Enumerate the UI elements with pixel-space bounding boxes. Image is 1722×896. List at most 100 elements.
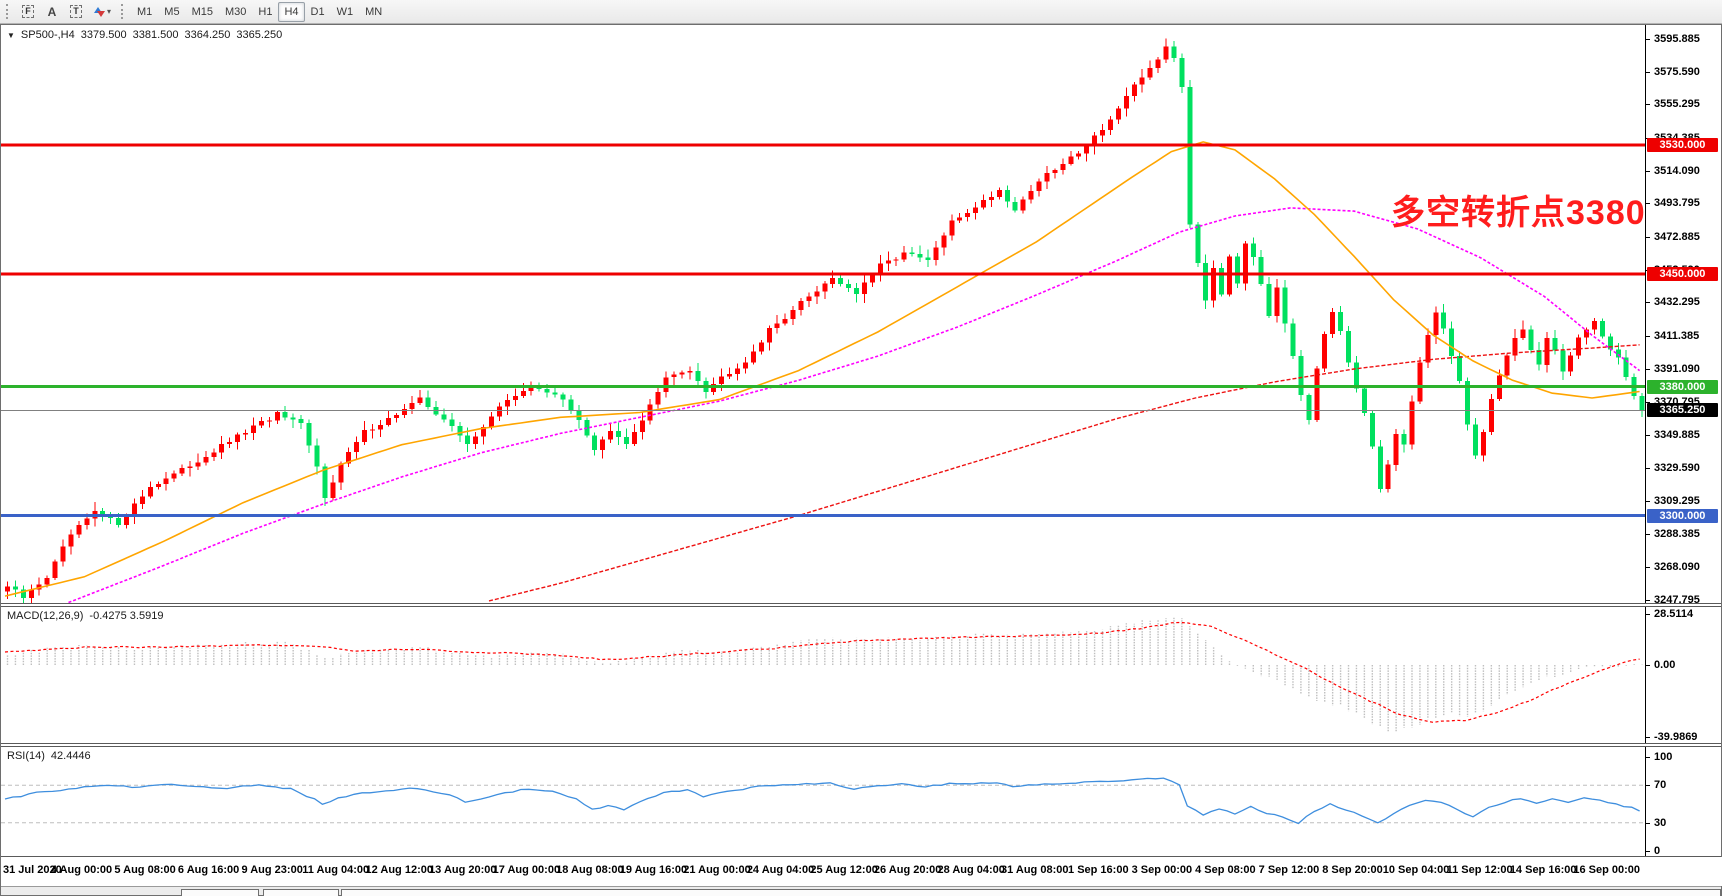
macd-label: MACD(12,26,9): [7, 610, 84, 622]
timeframe-D1-button[interactable]: D1: [305, 2, 331, 22]
chevron-down-icon: ▾: [107, 7, 112, 16]
timeframe-label: M15: [191, 5, 213, 18]
axis-tick-label: 3432.295: [1654, 296, 1700, 308]
arrows-icon: [94, 6, 105, 17]
main-plot-area[interactable]: [1, 25, 1647, 603]
timeframe-M30-button[interactable]: M30: [219, 2, 252, 22]
date-tick-label: 3 Sep 00:00: [1131, 864, 1193, 876]
axis-tick-label: 3247.795: [1654, 594, 1700, 606]
axis-tick-label: 3349.885: [1654, 429, 1700, 441]
date-tick-label: 31 Aug 08:00: [1001, 864, 1069, 876]
arrow-label-tool-button[interactable]: A: [40, 2, 64, 22]
axis-tick-label: 100: [1654, 751, 1673, 763]
timeframe-label: M1: [137, 5, 153, 18]
axis-tick-label: 3411.385: [1654, 330, 1700, 342]
rsi-axis[interactable]: 100 70 30 0: [1645, 747, 1721, 857]
price-tag-3300.000: 3300.000: [1647, 509, 1718, 523]
collapse-triangle-icon[interactable]: ▼: [7, 30, 15, 40]
date-tick-label: 5 Aug 08:00: [114, 864, 176, 876]
candles-layer: [5, 38, 1645, 603]
macd-plot-area[interactable]: [1, 607, 1647, 743]
date-axis[interactable]: 31 Jul 2020 4 Aug 00:00 5 Aug 08:00 6 Aug 1…: [1, 857, 1722, 886]
date-tick-label: 8 Sep 20:00: [1322, 864, 1383, 876]
date-tick-label: 25 Aug 12:00: [810, 864, 878, 876]
close-value: 3365.250: [236, 29, 283, 41]
timeframe-M15-button[interactable]: M15: [186, 2, 219, 22]
rsi-label: RSI(14): [7, 750, 45, 762]
status-segment-3: [341, 889, 1721, 896]
rsi-value: 42.4446: [50, 750, 91, 762]
date-tick-label: 6 Aug 16:00: [177, 864, 240, 876]
axis-tick-mark: [1646, 757, 1650, 758]
timeframe-M5-button[interactable]: M5: [158, 2, 185, 22]
date-tick-label: 12 Aug 12:00: [365, 864, 433, 876]
date-tick-label: 24 Aug 04:00: [746, 864, 815, 876]
top-toolbar: F A T ▾ M1 M5 M15 M30 H1 H4 D1 W1 MN: [0, 0, 1722, 24]
axis-tick-label: 3268.090: [1654, 561, 1700, 573]
axis-tick-mark: [1646, 501, 1650, 502]
high-value: 3381.500: [132, 29, 179, 41]
price-tag-3365.250: 3365.250: [1647, 403, 1718, 417]
timeframe-label: H1: [258, 5, 273, 18]
toolbar-grip-2[interactable]: [121, 4, 127, 19]
date-tick-label: 19 Aug 16:00: [619, 864, 688, 876]
timeframe-MN-button[interactable]: MN: [359, 2, 388, 22]
price-axis[interactable]: 3595.8853575.5903555.2953534.3853514.090…: [1645, 25, 1721, 606]
date-tick-label: 1 Sep 16:00: [1068, 864, 1129, 876]
annotation-text[interactable]: 多空转折点3380: [1391, 194, 1646, 232]
axis-tick-mark: [1646, 534, 1650, 535]
macd-axis[interactable]: 28.5114 0.00 -39.9869: [1645, 607, 1721, 743]
arrows-menu-button[interactable]: ▾: [88, 2, 117, 22]
macd-signal-line: [4, 621, 1640, 724]
axis-tick-label: 3391.090: [1654, 363, 1700, 375]
axis-tick-mark: [1646, 302, 1650, 303]
rsi-plot-area[interactable]: [1, 747, 1647, 856]
toolbar-grip[interactable]: [6, 4, 12, 19]
rsi-header: RSI(14) 42.4446: [7, 750, 91, 762]
panel-divider-2[interactable]: [1, 743, 1721, 747]
axis-tick-label: 3595.885: [1654, 33, 1700, 45]
axis-tick-mark: [1646, 104, 1650, 105]
freehand-tool-button[interactable]: F: [16, 2, 40, 22]
panel-divider[interactable]: [1, 603, 1721, 607]
date-tick-label: 11 Aug 04:00: [302, 864, 370, 876]
axis-tick-mark: [1646, 237, 1650, 238]
text-tool-button[interactable]: T: [64, 2, 88, 22]
axis-tick-label: 3472.885: [1654, 231, 1700, 243]
timeframe-W1-button[interactable]: W1: [331, 2, 360, 22]
axis-tick-mark: [1646, 171, 1650, 172]
axis-tick-mark: [1646, 369, 1650, 370]
status-bar: [1, 886, 1721, 896]
date-tick-label: 28 Aug 04:00: [937, 864, 1005, 876]
status-segment-1: [181, 889, 259, 896]
timeframe-H4-button[interactable]: H4: [278, 1, 305, 22]
axis-tick-mark: [1646, 336, 1650, 337]
date-tick-label: 18 Aug 08:00: [556, 864, 624, 876]
macd-panel: MACD(12,26,9) -0.4275 3.5919 28.5114 0.00…: [1, 607, 1721, 743]
axis-tick-label: 3329.590: [1654, 462, 1700, 474]
axis-tick-mark: [1646, 435, 1650, 436]
freehand-tool-icon: F: [22, 5, 34, 18]
axis-tick-label: -39.9869: [1654, 731, 1698, 743]
timeframe-M1-button[interactable]: M1: [131, 2, 158, 22]
timeframe-H1-button[interactable]: H1: [252, 2, 278, 22]
axis-tick-mark: [1646, 614, 1650, 615]
price-tag-3380.000: 3380.000: [1647, 380, 1718, 394]
axis-tick-label: 3555.295: [1654, 98, 1700, 110]
axis-tick-label: 3288.385: [1654, 528, 1700, 540]
axis-tick-mark: [1646, 402, 1650, 403]
date-tick-label: 31 Jul 2020: [3, 864, 62, 876]
text-tool-icon: T: [70, 5, 82, 18]
axis-tick-label: 30: [1654, 817, 1667, 829]
price-tag-3530.000: 3530.000: [1647, 138, 1718, 152]
date-tick-label: 26 Aug 20:00: [873, 864, 942, 876]
timeframe-button-group: M1 M5 M15 M30 H1 H4 D1 W1 MN: [131, 1, 388, 22]
main-price-panel: ▼ SP500-,H4 3379.500 3381.500 3364.250 3…: [1, 25, 1721, 606]
axis-tick-label: 3575.590: [1654, 66, 1700, 78]
symbol-period-label: SP500-,H4: [20, 29, 75, 41]
axis-tick-mark: [1646, 203, 1650, 204]
date-tick-label: 4 Sep 08:00: [1195, 864, 1256, 876]
ma-mid-line: [68, 207, 1641, 603]
axis-tick-mark: [1646, 600, 1650, 601]
axis-tick-mark: [1646, 72, 1650, 73]
